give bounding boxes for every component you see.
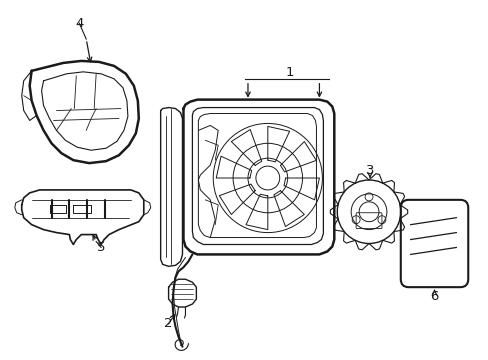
Text: 4: 4 <box>75 17 83 30</box>
Text: 5: 5 <box>97 241 105 254</box>
Text: 3: 3 <box>365 163 373 176</box>
Text: 2: 2 <box>164 318 172 330</box>
Text: 6: 6 <box>429 289 438 303</box>
Text: 1: 1 <box>285 66 293 79</box>
